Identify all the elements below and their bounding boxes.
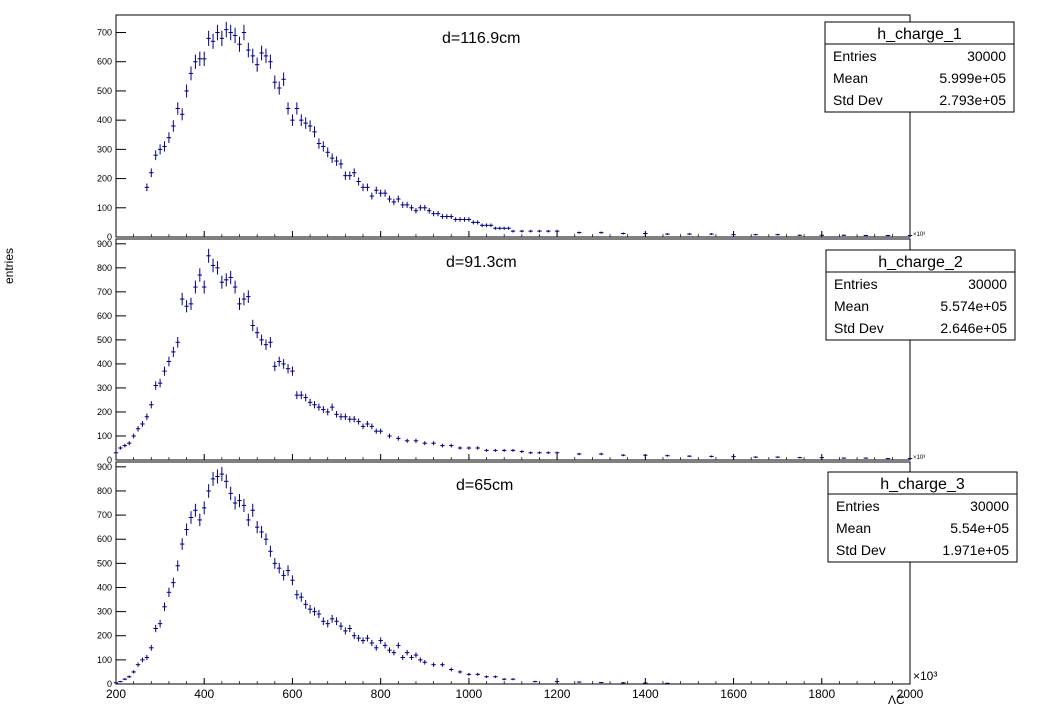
- y-tick-label: 0: [107, 232, 112, 242]
- y-tick-label: 300: [97, 144, 112, 154]
- x-tick-label: 400: [194, 687, 214, 701]
- stats-row-value: 1.971e+05: [942, 542, 1009, 558]
- y-tick-label: 0: [107, 455, 112, 465]
- x-exponent: ×10³: [913, 669, 937, 683]
- y-tick-label: 700: [97, 510, 112, 520]
- x-tick-label: 1600: [720, 687, 747, 701]
- x-tick-label: 1400: [632, 687, 659, 701]
- stats-row-value: 30000: [970, 498, 1009, 514]
- y-tick-label: 800: [97, 263, 112, 273]
- x-tick-label: 200: [106, 687, 126, 701]
- stats-row-label: Std Dev: [836, 542, 886, 558]
- stats-row-value: 30000: [967, 48, 1006, 64]
- y-tick-label: 200: [97, 174, 112, 184]
- x-axis-label: ΛC: [888, 693, 905, 707]
- stats-row-label: Std Dev: [834, 320, 884, 336]
- x-tick-label: 2000: [897, 687, 924, 701]
- y-tick-label: 500: [97, 86, 112, 96]
- x-tick-label: 800: [371, 687, 391, 701]
- stats-box: [824, 21, 1015, 113]
- x-tick-label: 600: [282, 687, 302, 701]
- x-tick-label: 1800: [808, 687, 835, 701]
- stats-row-label: Std Dev: [833, 92, 883, 108]
- x-exponent-small: ×10³: [913, 232, 925, 238]
- plot-frame: [115, 238, 911, 461]
- stats-title: h_charge_3: [880, 476, 965, 493]
- panel-annotation: d=65cm: [456, 477, 513, 494]
- panel-annotation: d=116.9cm: [442, 30, 520, 47]
- y-tick-label: 400: [97, 582, 112, 592]
- stats-box: [827, 471, 1018, 563]
- stats-row-label: Entries: [833, 48, 877, 64]
- stats-row-label: Entries: [836, 498, 880, 514]
- y-tick-label: 500: [97, 558, 112, 568]
- y-tick-label: 200: [97, 631, 112, 641]
- stats-row-label: Mean: [836, 520, 871, 536]
- y-tick-label: 700: [97, 28, 112, 38]
- plot-frame: [115, 14, 911, 238]
- y-tick-label: 500: [97, 335, 112, 345]
- y-tick-label: 900: [97, 462, 112, 472]
- panel-annotation: d=91.3cm: [446, 254, 517, 271]
- y-tick-label: 300: [97, 607, 112, 617]
- stats-row-value: 5.999e+05: [939, 70, 1006, 86]
- y-tick-label: 900: [97, 239, 112, 249]
- y-tick-label: 100: [97, 203, 112, 213]
- y-tick-label: 700: [97, 287, 112, 297]
- y-tick-label: 400: [97, 115, 112, 125]
- stats-row-value: 5.574e+05: [940, 298, 1007, 314]
- y-tick-label: 600: [97, 57, 112, 67]
- plot-frame: [115, 461, 911, 685]
- y-tick-label: 600: [97, 311, 112, 321]
- x-exponent-small: ×10³: [913, 455, 925, 461]
- y-tick-label: 300: [97, 383, 112, 393]
- y-tick-label: 400: [97, 359, 112, 369]
- y-tick-label: 600: [97, 534, 112, 544]
- stats-box: [825, 249, 1016, 341]
- stats-row-label: Entries: [834, 276, 878, 292]
- stats-title: h_charge_1: [877, 26, 962, 43]
- stats-title: h_charge_2: [878, 254, 963, 271]
- stats-row-label: Mean: [834, 298, 869, 314]
- stats-row-label: Mean: [833, 70, 868, 86]
- stats-row-value: 2.646e+05: [940, 320, 1007, 336]
- stats-row-value: 30000: [968, 276, 1007, 292]
- y-tick-label: 100: [97, 431, 112, 441]
- y-tick-label: 100: [97, 655, 112, 665]
- y-tick-label: 0: [107, 679, 112, 689]
- x-tick-label: 1200: [544, 687, 571, 701]
- stats-row-value: 2.793e+05: [939, 92, 1006, 108]
- stats-row-value: 5.54e+05: [950, 520, 1009, 536]
- y-axis-label: entries: [2, 247, 16, 285]
- y-tick-label: 200: [97, 407, 112, 417]
- x-tick-label: 1000: [456, 687, 483, 701]
- y-tick-label: 800: [97, 486, 112, 496]
